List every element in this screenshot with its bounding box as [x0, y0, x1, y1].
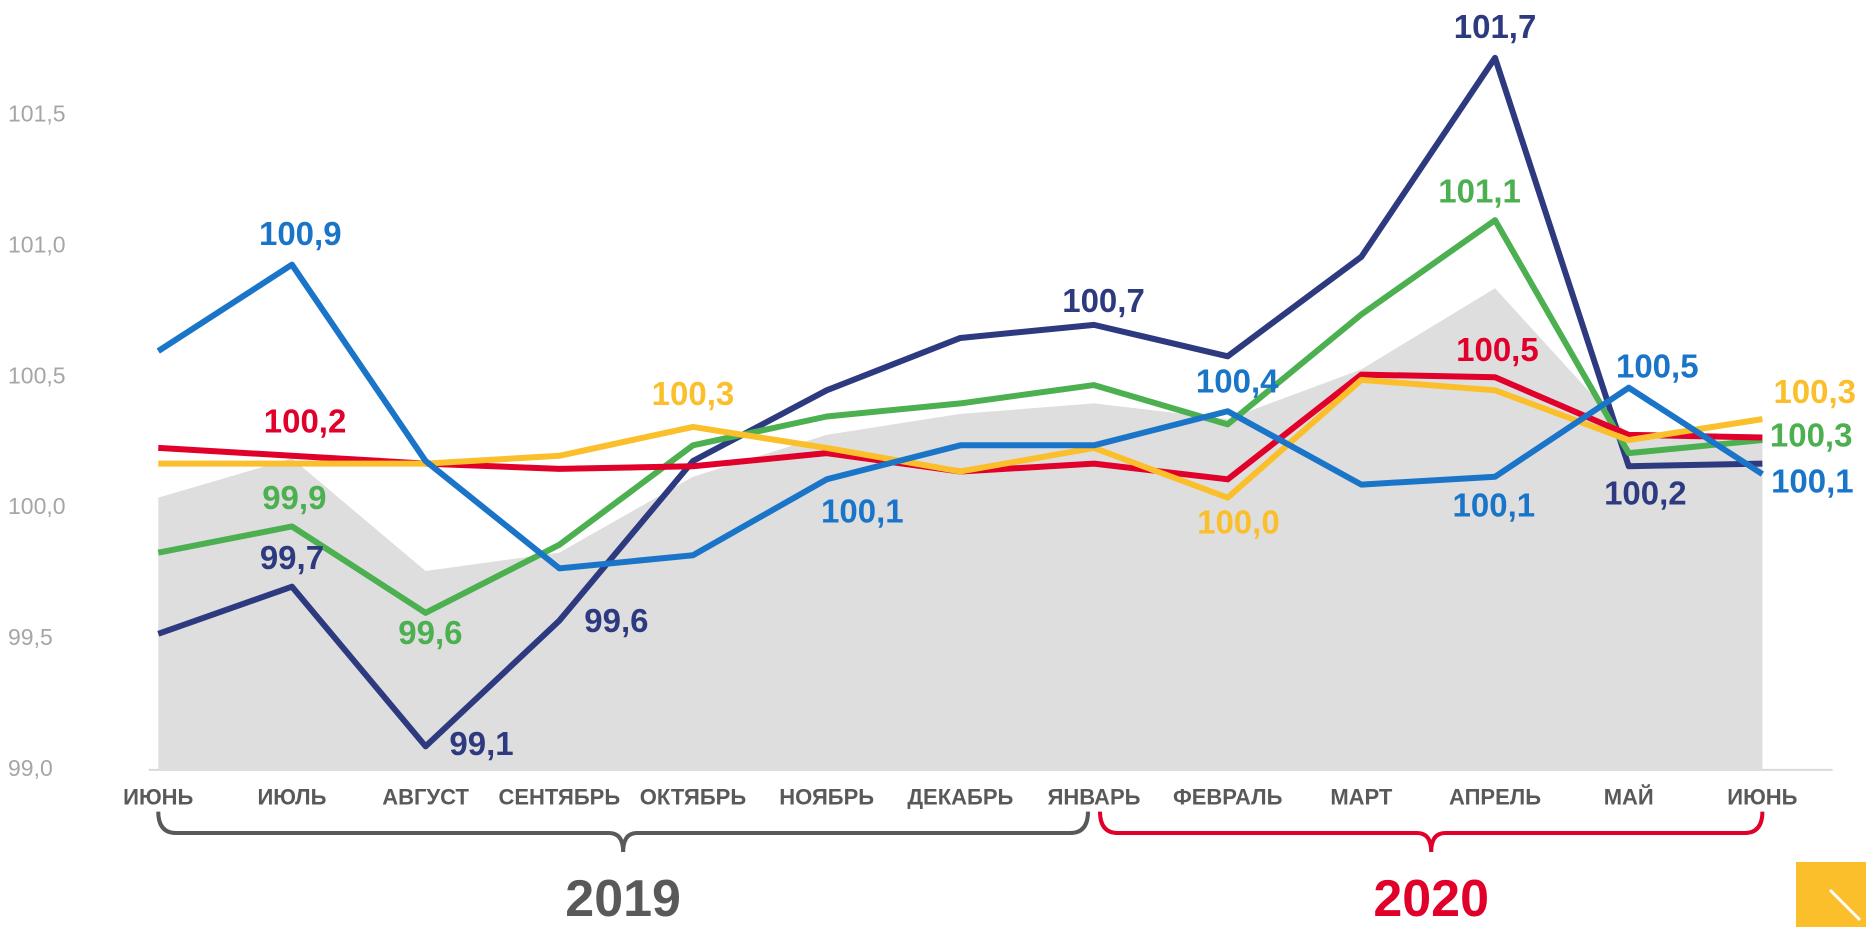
data-label: 100,9 [259, 215, 342, 252]
line [157, 217, 1763, 616]
y-tick-label: 99,0 [8, 755, 53, 781]
line [156, 261, 1765, 572]
data-label: 99,9 [262, 479, 326, 516]
x-tick-label: ЯНВАРЬ [1048, 784, 1141, 809]
y-tick-label: 99,5 [8, 624, 53, 650]
x-tick-label: МАРТ [1330, 784, 1393, 809]
data-label: 100,5 [1456, 331, 1539, 368]
data-label: 100,1 [1771, 462, 1854, 499]
x-tick-label: ИЮНЬ [123, 784, 193, 809]
y-tick-label: 101,0 [8, 231, 66, 257]
corner-icon [1796, 862, 1866, 927]
data-label: 99,6 [584, 602, 648, 639]
x-tick-label: ИЮНЬ [1727, 784, 1797, 809]
data-label: 100,3 [1773, 373, 1856, 410]
data-label: 100,7 [1062, 282, 1145, 319]
data-label: 100,1 [821, 493, 904, 530]
corner-icon-arrow [1828, 888, 1862, 922]
data-label: 101,1 [1438, 173, 1521, 210]
group-label: 2020 [1373, 870, 1489, 927]
line [157, 54, 1763, 750]
x-tick-label: НОЯБРЬ [779, 784, 874, 809]
y-tick-label: 101,5 [8, 101, 66, 127]
group-label: 2019 [565, 870, 681, 927]
data-label: 100,4 [1196, 363, 1279, 400]
data-label: 101,7 [1454, 8, 1537, 45]
data-label: 100,3 [1770, 416, 1853, 453]
x-tick-label: МАЙ [1604, 784, 1654, 809]
data-label: 100,0 [1197, 504, 1280, 541]
data-label: 99,1 [449, 725, 513, 762]
data-label: 99,7 [260, 539, 324, 576]
group-brace [156, 811, 1091, 853]
x-tick-label: ФЕВРАЛЬ [1173, 784, 1283, 809]
x-tick-label: АВГУСТ [382, 784, 469, 809]
data-label: 100,1 [1453, 486, 1536, 523]
data-label: 100,3 [652, 375, 735, 412]
group-brace [1098, 811, 1765, 853]
x-tick-label: ДЕКАБРЬ [907, 784, 1013, 809]
x-tick-label: АПРЕЛЬ [1449, 784, 1541, 809]
data-label: 100,5 [1616, 347, 1699, 384]
data-label: 100,2 [264, 402, 347, 439]
y-tick-label: 100,0 [8, 493, 66, 519]
data-label: 100,2 [1604, 475, 1687, 512]
data-label: 99,6 [398, 614, 462, 651]
y-tick-label: 100,5 [8, 362, 66, 388]
area [158, 288, 1763, 770]
x-tick-label: ИЮЛЬ [257, 784, 326, 809]
x-tick-label: СЕНТЯБРЬ [498, 784, 620, 809]
x-tick-label: ОКТЯБРЬ [640, 784, 747, 809]
